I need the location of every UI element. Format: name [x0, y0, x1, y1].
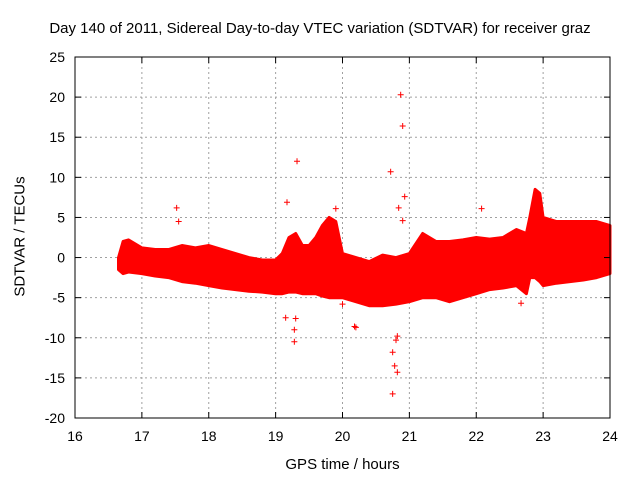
data-point	[292, 315, 299, 322]
y-tick-label: 15	[49, 129, 65, 145]
x-axis-label: GPS time / hours	[285, 456, 400, 473]
data-point	[389, 349, 396, 356]
data-point	[291, 326, 298, 333]
data-point	[339, 301, 346, 308]
data-point	[352, 324, 359, 331]
x-tick-label: 20	[335, 428, 351, 444]
y-tick-label: -20	[45, 410, 65, 426]
y-tick-label: 20	[49, 89, 65, 105]
y-tick-label: -10	[45, 330, 65, 346]
data-point	[173, 204, 180, 211]
data-band	[117, 187, 612, 308]
data-point	[282, 314, 289, 321]
y-tick-label: 0	[57, 250, 65, 266]
data-band-area	[117, 187, 612, 308]
y-tick-label: -15	[45, 370, 65, 386]
data-point	[351, 323, 358, 330]
data-point	[389, 390, 396, 397]
y-tick-label: 10	[49, 169, 65, 185]
data-point	[394, 333, 401, 340]
data-point	[294, 158, 301, 165]
x-ticks: 16 17 18 19 20 21 22 23 24	[67, 57, 618, 444]
y-tick-label: 25	[49, 49, 65, 65]
x-tick-label: 21	[402, 428, 418, 444]
data-points	[173, 91, 525, 397]
data-point	[399, 217, 406, 224]
x-tick-label: 18	[201, 428, 217, 444]
x-tick-label: 16	[67, 428, 83, 444]
data-point	[395, 204, 402, 211]
x-tick-label: 23	[535, 428, 551, 444]
data-point	[401, 193, 408, 200]
data-point	[332, 205, 339, 212]
y-tick-label: -5	[53, 290, 66, 306]
data-point	[394, 369, 401, 376]
x-tick-label: 19	[268, 428, 284, 444]
data-point	[283, 199, 290, 206]
data-point	[478, 205, 485, 212]
x-tick-label: 24	[602, 428, 618, 444]
data-point	[397, 91, 404, 98]
y-tick-label: 5	[57, 209, 65, 225]
data-point	[387, 168, 394, 175]
data-point	[393, 337, 399, 344]
data-point	[291, 338, 298, 345]
data-point	[399, 122, 406, 129]
chart-title: Day 140 of 2011, Sidereal Day-to-day VTE…	[49, 20, 591, 37]
data-point	[518, 300, 525, 307]
data-point	[391, 362, 398, 369]
x-tick-label: 22	[468, 428, 484, 444]
x-tick-label: 17	[134, 428, 150, 444]
y-axis-label: SDTVAR / TECUs	[11, 176, 29, 297]
y-ticks: -20 -15 -10 -5 0 5 10 15 20 25	[45, 49, 610, 426]
data-point	[175, 218, 182, 225]
